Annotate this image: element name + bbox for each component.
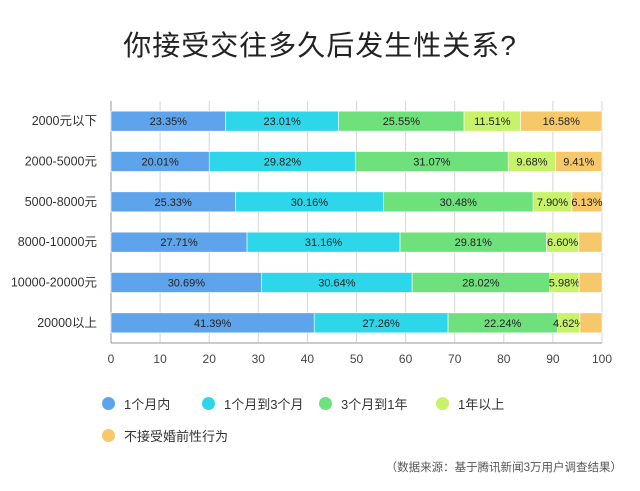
bar-value-label: 7.90% [537,197,568,209]
x-tick-label: 50 [350,352,364,366]
x-tick-label: 60 [399,352,413,366]
bar-value-label: 23.35% [150,116,188,128]
legend-label: 1个月内 [124,397,171,412]
legend-label: 3个月到1年 [341,397,408,412]
bar-value-label: 29.81% [455,237,493,249]
legend-swatch [202,397,215,410]
x-tick-label: 40 [301,352,315,366]
category-label: 10000-20000元 [11,276,97,290]
bar-value-label: 41.39% [194,318,232,330]
bar-segment [555,151,603,172]
bar-value-label: 27.26% [362,318,400,330]
data-source-note: （数据来源：基于腾讯新闻3万用户调查结果） [385,462,622,474]
bar-value-label: 27.71% [160,237,198,249]
legend-item: 1个月到3个月 [202,394,303,413]
x-tick-label: 100 [592,352,612,366]
x-tick-label: 90 [546,352,560,366]
bar-segment [578,272,603,293]
legend-swatch [319,397,332,410]
bar-segment [579,312,603,334]
category-label: 2000元以下 [32,114,97,128]
x-tick-label: 20 [203,352,217,366]
legend-label: 不接受婚前性行为 [124,429,229,444]
bar-value-label: 30.48% [440,197,478,209]
bar-value-label: 9.68% [516,157,547,169]
legend-item: 不接受婚前性行为 [102,426,228,445]
bar-value-label: 28.02% [462,278,500,290]
bar-value-label: 22.24% [484,318,522,330]
bar-value-label: 30.64% [318,278,356,290]
bar-value-label: 11.51% [474,116,511,128]
legend-item: 3个月到1年 [319,394,407,413]
x-tick-label: 10 [153,352,167,366]
category-label: 2000-5000元 [25,155,97,169]
bar-value-label: 31.16% [305,237,343,249]
bar-value-label: 6.60% [547,237,578,249]
x-tick-label: 80 [497,352,511,366]
legend-swatch [102,397,115,410]
bar-value-label: 9.41% [563,157,594,169]
bar-value-label: 6.13% [571,197,602,209]
legend-swatch [102,429,115,442]
legend-label: 1年以上 [458,397,505,412]
bar-value-label: 23.01% [263,116,301,128]
category-label: 8000-10000元 [18,235,97,249]
category-label: 20000以上 [37,316,97,330]
bar-value-label: 30.69% [168,278,206,290]
legend-label: 1个月到3个月 [224,397,304,412]
x-tick-label: 30 [252,352,266,366]
bar-segment [571,191,603,213]
bar-value-label: 29.82% [264,157,302,169]
bar-value-label: 31.07% [413,157,451,169]
legend-item: 1个月内 [102,394,170,413]
bar-value-label: 25.55% [383,116,421,128]
chart-title: 你接受交往多久后发生性关系? [123,30,517,61]
bar-segment [578,231,603,253]
legend-swatch [436,397,449,410]
bar-value-label: 25.33% [155,197,193,209]
bar-value-label: 5.98% [549,278,580,290]
bar-value-label: 20.01% [141,157,179,169]
legend-item: 1年以上 [436,394,504,413]
x-tick-label: 70 [448,352,462,366]
bar-value-label: 30.16% [291,197,329,209]
category-label: 5000-8000元 [25,195,97,209]
x-tick-label: 0 [108,352,115,366]
bar-value-label: 16.58% [543,116,581,128]
bar-value-label: 4.62% [553,318,584,330]
bar-segment [520,110,603,132]
